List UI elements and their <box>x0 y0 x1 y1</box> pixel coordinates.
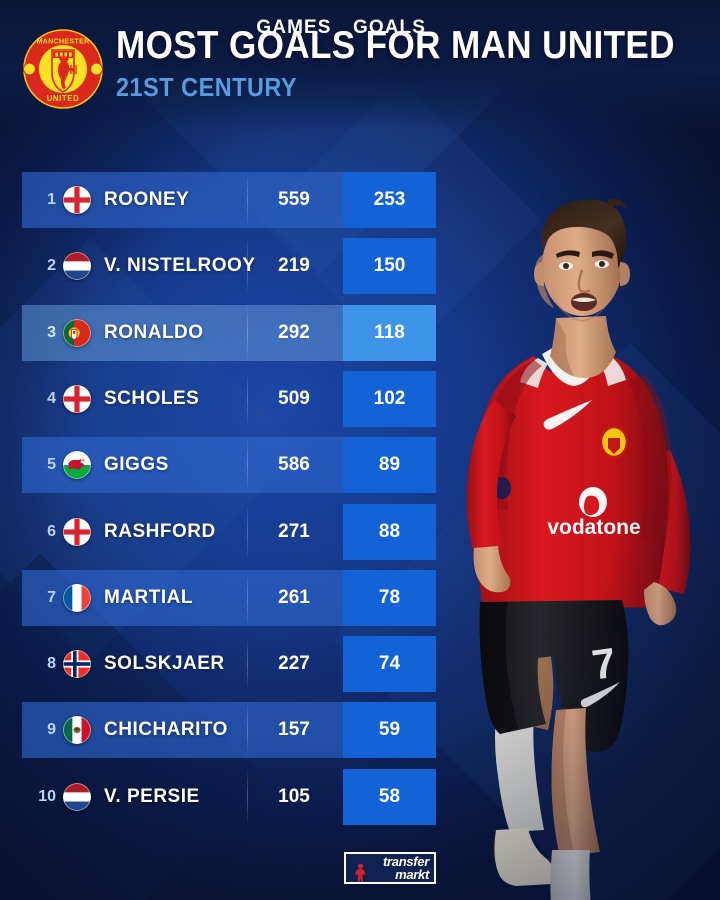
flag-icon-netherlands <box>63 252 91 281</box>
row-goals-value: 78 <box>378 586 401 608</box>
column-divider <box>247 172 248 228</box>
row-player-name: MARTIAL <box>104 586 193 608</box>
manchester-united-crest-icon: MANCHESTER UNITED <box>22 28 104 110</box>
row-player-name: SOLSKJAER <box>104 653 225 675</box>
row-player-name: V. PERSIE <box>104 785 200 807</box>
transfermarkt-logo-line2: markt <box>395 867 429 882</box>
row-rank: 9 <box>47 721 56 739</box>
row-games-value: 261 <box>278 586 310 608</box>
column-divider <box>247 569 248 626</box>
row-goals-value: 102 <box>373 387 406 409</box>
row-goals-value: 59 <box>378 719 401 741</box>
svg-text:MANCHESTER: MANCHESTER <box>36 38 89 46</box>
row-rank: 7 <box>47 588 56 606</box>
column-divider <box>247 370 248 427</box>
goals-highlight-block <box>343 768 436 825</box>
table-row[interactable]: 6 RASHFORD 271 88 <box>22 503 436 560</box>
goals-highlight-block <box>343 238 436 295</box>
flag-icon-wales <box>63 451 91 480</box>
row-rank: 4 <box>47 389 56 407</box>
goals-highlight-block <box>343 569 436 626</box>
goals-highlight-block <box>343 172 436 228</box>
flag-icon-portugal <box>63 318 91 347</box>
table-row[interactable]: 10 V. PERSIE 105 58 <box>22 768 436 825</box>
table-row[interactable]: 5 GIGGS 586 89 <box>22 437 436 494</box>
row-player-name: V. NISTELROOY <box>104 255 256 277</box>
table-row[interactable]: 1 ROONEY 559 253 <box>22 172 436 228</box>
row-games-value: 271 <box>278 520 310 542</box>
row-rank: 10 <box>38 787 56 805</box>
flag-icon-england <box>63 186 91 214</box>
goals-highlight-block <box>343 636 436 693</box>
row-player-name: ROONEY <box>104 189 190 210</box>
row-games-value: 292 <box>278 321 310 343</box>
goals-highlight-block <box>343 370 436 427</box>
header-backdrop <box>0 0 720 130</box>
flag-icon-mexico <box>63 716 91 745</box>
row-games-value: 105 <box>278 785 310 807</box>
row-goals-value: 74 <box>378 653 401 675</box>
row-rank: 2 <box>47 257 56 275</box>
column-divider <box>247 304 248 361</box>
row-rank: 3 <box>47 323 56 341</box>
svg-text:UNITED: UNITED <box>47 94 80 103</box>
row-games-value: 227 <box>278 653 310 675</box>
row-games-value: 219 <box>278 255 310 277</box>
column-header-goals: GOALS <box>352 17 427 38</box>
header: MANCHESTER UNITED MOST GOALS FOR MAN UNI… <box>0 22 720 122</box>
row-player-name: RONALDO <box>104 321 204 343</box>
goals-highlight-block <box>343 304 436 361</box>
goals-highlight-block <box>343 503 436 560</box>
row-goals-value: 118 <box>374 321 405 343</box>
row-goals-value: 253 <box>373 189 406 210</box>
row-player-name: SCHOLES <box>104 387 200 409</box>
row-rank: 6 <box>47 522 56 540</box>
page-title: MOST GOALS FOR MAN UNITED <box>116 24 675 67</box>
row-goals-value: 89 <box>378 454 401 476</box>
table-row[interactable]: 9 CHICHARITO 157 59 <box>22 702 436 759</box>
flag-icon-norway <box>63 650 91 679</box>
page-subtitle: 21ST CENTURY <box>116 72 298 102</box>
column-divider <box>247 437 248 494</box>
table-row[interactable]: 8 SOLSKJAER 227 74 <box>22 636 436 693</box>
row-rank: 5 <box>47 456 56 474</box>
table-row[interactable]: 7 MARTIAL 261 78 <box>22 569 436 626</box>
column-divider <box>247 636 248 693</box>
goals-highlight-block <box>343 437 436 494</box>
table-row[interactable]: 3 RONALDO 292 118 <box>22 304 436 361</box>
table-row[interactable]: 4 SCHOLES 509 102 <box>22 370 436 427</box>
row-goals-value: 88 <box>378 520 401 542</box>
flag-icon-france <box>63 583 91 612</box>
transfermarkt-figure-icon <box>354 863 367 882</box>
column-divider <box>247 503 248 560</box>
flag-icon-england <box>63 384 91 413</box>
row-player-name: CHICHARITO <box>104 719 228 741</box>
row-games-value: 559 <box>278 189 310 210</box>
row-rank: 1 <box>47 191 56 208</box>
table-row[interactable]: 2 V. NISTELROOY 219 150 <box>22 238 436 295</box>
column-header-games: GAMES <box>256 17 332 38</box>
row-games-value: 586 <box>278 454 310 476</box>
row-player-name: GIGGS <box>104 454 169 476</box>
row-rank: 8 <box>47 655 56 673</box>
goals-highlight-block <box>343 702 436 759</box>
row-games-value: 157 <box>278 719 310 741</box>
row-goals-value: 150 <box>373 255 406 277</box>
transfermarkt-logo: transfer markt <box>344 852 436 884</box>
flag-icon-netherlands <box>63 782 91 811</box>
row-goals-value: 58 <box>378 785 401 807</box>
column-divider <box>247 768 248 825</box>
column-divider <box>247 702 248 759</box>
row-player-name: RASHFORD <box>104 520 216 542</box>
column-divider <box>247 238 248 295</box>
transfermarkt-logo-line1: transfer <box>382 854 429 869</box>
row-games-value: 509 <box>278 387 310 409</box>
flag-icon-england <box>63 517 91 546</box>
